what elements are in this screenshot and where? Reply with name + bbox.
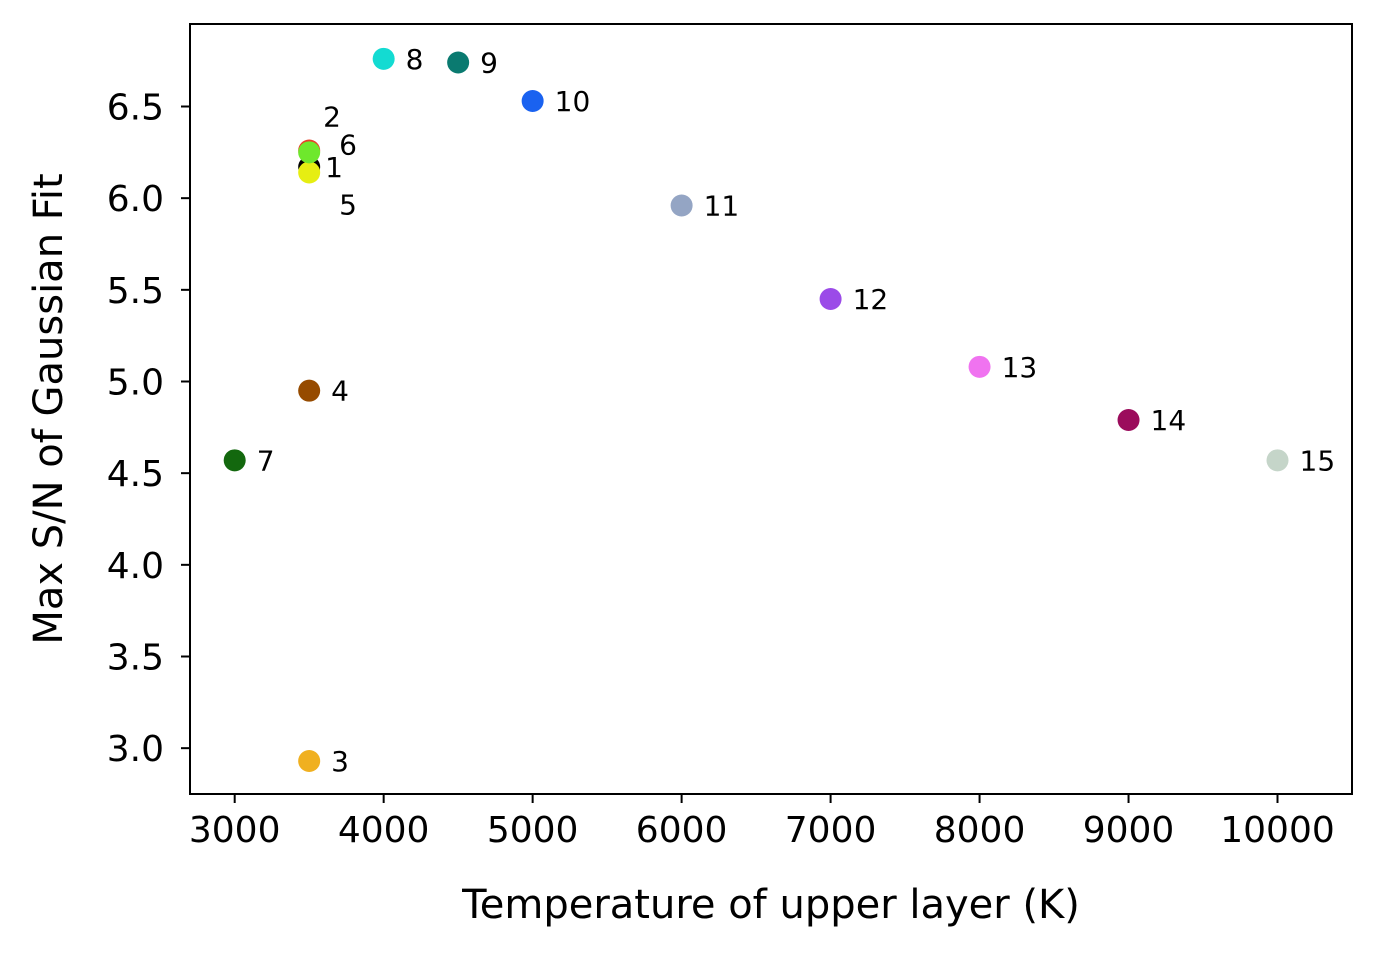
- point-label-4: 4: [331, 375, 349, 408]
- point-label-10: 10: [555, 85, 591, 118]
- point-label-3: 3: [331, 745, 349, 778]
- y-axis-label: Max S/N of Gaussian Fit: [26, 173, 72, 644]
- data-point-6: [298, 141, 321, 164]
- y-tick-label: 4.0: [107, 546, 164, 587]
- y-tick-label: 6.5: [107, 88, 164, 129]
- y-tick-label: 4.5: [107, 454, 164, 495]
- point-label-15: 15: [1300, 444, 1336, 477]
- y-tick-label: 3.0: [107, 729, 164, 770]
- point-label-1: 1: [325, 151, 343, 184]
- x-tick-label: 3000: [189, 810, 281, 851]
- x-tick-label: 4000: [338, 810, 430, 851]
- point-label-12: 12: [853, 283, 889, 316]
- x-tick-label: 6000: [636, 810, 728, 851]
- y-axis: 3.0 3.5 4.0 4.5 5.0 5.5 6.0 6.5: [107, 88, 190, 770]
- point-label-11: 11: [704, 190, 740, 223]
- x-tick-label: 8000: [934, 810, 1026, 851]
- point-label-7: 7: [257, 444, 275, 477]
- data-point-14: [1117, 409, 1140, 431]
- point-label-5: 5: [339, 189, 357, 222]
- data-point-8: [372, 47, 395, 70]
- point-label-9: 9: [480, 47, 498, 80]
- point-label-14: 14: [1151, 404, 1187, 437]
- data-points: [223, 47, 1289, 772]
- data-point-3: [298, 750, 321, 772]
- data-point-4: [298, 379, 321, 402]
- point-label-13: 13: [1002, 351, 1038, 384]
- point-label-6: 6: [339, 128, 357, 161]
- data-point-11: [670, 194, 693, 217]
- data-point-7: [223, 449, 246, 472]
- x-axis: 3000 4000 5000 6000 7000 8000 9000 10000: [189, 794, 1335, 851]
- y-tick-label: 6.0: [107, 179, 164, 220]
- data-point-10: [521, 90, 544, 112]
- y-tick-label: 5.5: [107, 271, 164, 312]
- y-tick-label: 5.0: [107, 363, 164, 404]
- x-tick-label: 10000: [1220, 810, 1335, 851]
- data-point-13: [968, 355, 991, 378]
- point-label-2: 2: [323, 101, 341, 134]
- x-tick-label: 7000: [785, 810, 877, 851]
- data-point-15: [1266, 449, 1289, 472]
- point-label-8: 8: [406, 43, 424, 76]
- x-axis-label: Temperature of upper layer (K): [461, 882, 1080, 928]
- y-tick-label: 3.5: [107, 638, 164, 679]
- data-point-12: [819, 288, 842, 310]
- data-point-5: [298, 161, 321, 184]
- plot-area: [189, 23, 1353, 795]
- x-tick-label: 9000: [1083, 810, 1175, 851]
- x-tick-label: 5000: [487, 810, 579, 851]
- data-point-9: [447, 51, 470, 74]
